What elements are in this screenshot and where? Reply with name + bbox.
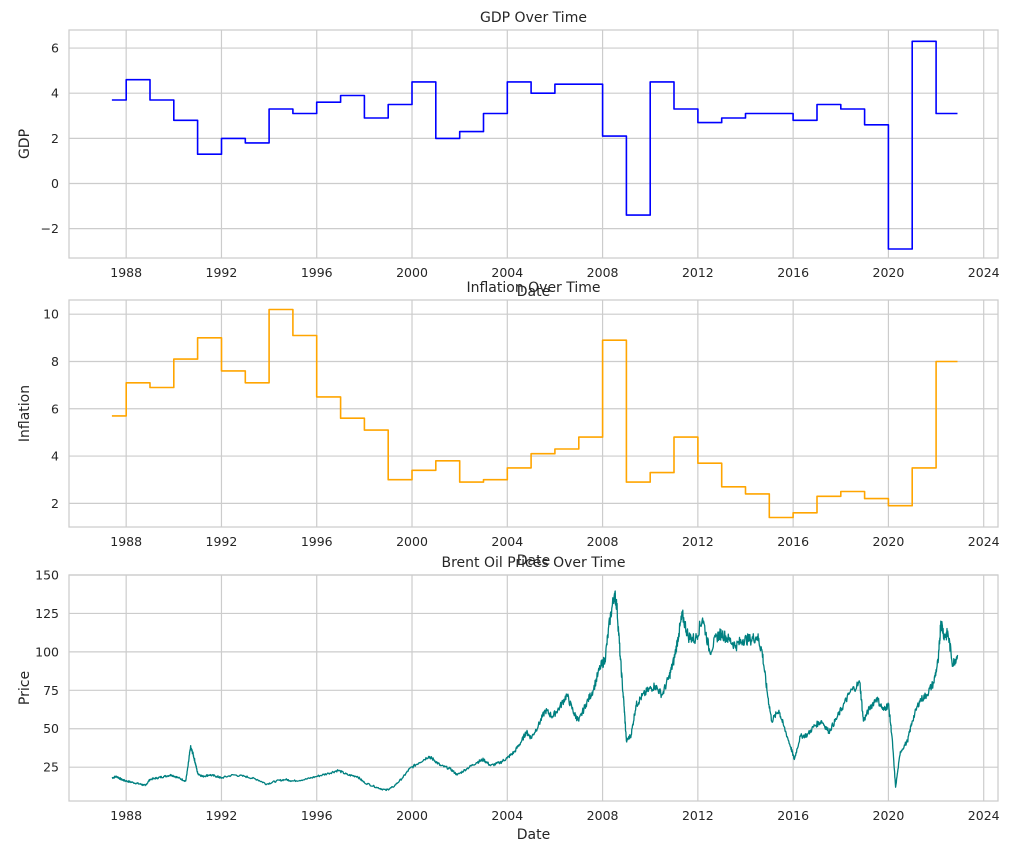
x-tick-label: 1992 [206, 534, 238, 549]
x-tick-label: 1988 [110, 808, 142, 823]
y-tick-label: 8 [51, 354, 59, 369]
y-tick-label: 0 [51, 176, 59, 191]
x-tick-label: 2000 [396, 534, 428, 549]
x-tick-label: 1996 [301, 534, 333, 549]
x-tick-label: 2008 [587, 265, 619, 280]
chart-title: Brent Oil Prices Over Time [441, 555, 625, 571]
y-tick-label: 4 [51, 86, 59, 101]
series-line [111, 40, 958, 250]
y-tick-label: 2 [51, 496, 59, 511]
x-tick-label: 1996 [301, 808, 333, 823]
series-line [111, 308, 958, 519]
x-tick-label: 2020 [873, 265, 905, 280]
x-tick-label: 1992 [206, 265, 238, 280]
plot-area [69, 300, 998, 527]
axes-frame [68, 29, 999, 259]
x-axis-label: Date [517, 827, 550, 843]
x-tick-label: 2012 [682, 534, 714, 549]
x-tick-label: 1988 [110, 265, 142, 280]
x-tick-label: 2024 [968, 534, 1000, 549]
x-tick-label: 1992 [206, 808, 238, 823]
y-tick-label: 150 [35, 568, 59, 583]
y-axis-label: Inflation [17, 385, 33, 442]
y-axis-label: Price [17, 671, 33, 705]
y-tick-label: 100 [35, 644, 59, 659]
axes-frame [68, 574, 999, 802]
x-tick-label: 2004 [491, 265, 523, 280]
x-tick-label: 2004 [491, 808, 523, 823]
axes-frame [68, 299, 999, 528]
x-tick-label: 1996 [301, 265, 333, 280]
series-line [111, 590, 959, 792]
x-tick-label: 2020 [873, 534, 905, 549]
y-tick-label: 6 [51, 401, 59, 416]
y-tick-label: 6 [51, 41, 59, 56]
x-tick-label: 2012 [682, 265, 714, 280]
x-tick-label: 2000 [396, 265, 428, 280]
chart-panel-1: 1988 1992 1996 2000 2004 2008 2012 2016 2020 2024… [17, 10, 1000, 300]
x-axis-label: Date [517, 553, 550, 569]
y-tick-label: 2 [51, 131, 59, 146]
x-tick-label: 2000 [396, 808, 428, 823]
x-tick-label: 2016 [777, 808, 809, 823]
x-tick-label: 2016 [777, 265, 809, 280]
y-tick-label: 25 [43, 760, 59, 775]
y-tick-label: −2 [41, 221, 59, 236]
x-tick-label: 2004 [491, 534, 523, 549]
y-tick-label: 10 [43, 307, 59, 322]
x-tick-label: 2008 [587, 534, 619, 549]
x-tick-label: 2008 [587, 808, 619, 823]
x-axis-label: Date [517, 284, 550, 300]
x-tick-label: 2012 [682, 808, 714, 823]
chart-panel-3: 1988 1992 1996 2000 2004 2008 2012 2016 2020 2024… [17, 555, 1000, 843]
y-axis-label: GDP [17, 129, 33, 159]
y-tick-label: 4 [51, 449, 59, 464]
x-tick-label: 2024 [968, 265, 1000, 280]
y-tick-label: 125 [35, 606, 59, 621]
y-tick-label: 75 [43, 683, 59, 698]
chart-title: Inflation Over Time [466, 280, 600, 296]
x-tick-label: 2016 [777, 534, 809, 549]
plot-area [69, 575, 998, 801]
chart-title: GDP Over Time [480, 10, 587, 26]
chart-panel-2: 1988 1992 1996 2000 2004 2008 2012 2016 2020 2024… [17, 280, 1000, 569]
y-tick-label: 50 [43, 721, 59, 736]
x-tick-label: 1988 [110, 534, 142, 549]
x-tick-label: 2020 [873, 808, 905, 823]
x-tick-label: 2024 [968, 808, 1000, 823]
plot-area [69, 30, 998, 258]
